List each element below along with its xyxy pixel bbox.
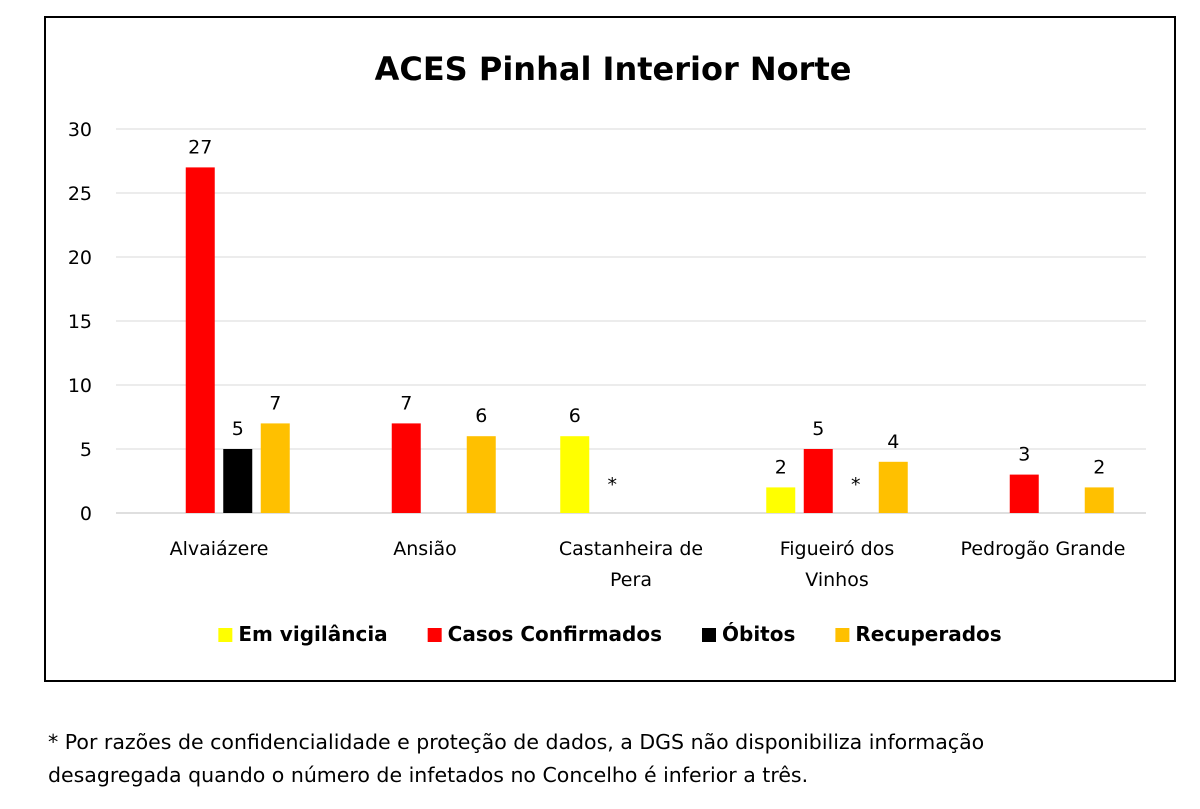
x-tick-label: Castanheira de xyxy=(559,538,703,560)
chart-title: ACES Pinhal Interior Norte xyxy=(375,50,852,88)
data-label: 7 xyxy=(269,392,281,414)
bar xyxy=(466,436,496,513)
y-tick-label: 15 xyxy=(68,311,92,333)
data-labels: 6 2 27 7 5 3 5 7 6 4 2 * * xyxy=(188,136,1105,496)
bar xyxy=(1009,474,1039,513)
legend-item: Em vigilância xyxy=(218,622,388,646)
x-axis: Alvaiázere Ansião Castanheira de Pera Figuei… xyxy=(170,538,1126,591)
bar xyxy=(560,436,590,513)
legend-swatch xyxy=(427,628,442,642)
bars xyxy=(185,167,1114,513)
legend-label: Em vigilância xyxy=(238,622,387,646)
data-label: 6 xyxy=(569,405,581,427)
x-tick-label: Alvaiázere xyxy=(170,538,269,560)
suppressed-value-marker: * xyxy=(851,474,861,496)
y-tick-label: 20 xyxy=(68,247,92,269)
y-axis: 0 5 10 15 20 25 30 xyxy=(68,119,92,525)
data-label: 5 xyxy=(232,418,244,440)
legend-item: Casos Confirmados xyxy=(427,622,662,646)
data-label: 6 xyxy=(475,405,487,427)
legend-swatch xyxy=(835,628,850,642)
y-tick-label: 25 xyxy=(68,183,92,205)
y-tick-label: 10 xyxy=(68,375,92,397)
footnote-line-2: desagregada quando o número de infetados… xyxy=(48,763,809,787)
legend-label: Casos Confirmados xyxy=(448,622,662,646)
x-tick-label: Ansião xyxy=(393,538,457,560)
data-label: 5 xyxy=(812,418,824,440)
bar xyxy=(185,167,215,513)
legend-swatch xyxy=(702,628,716,642)
footnote: * Por razões de confidencialidade e prot… xyxy=(48,726,1178,792)
bar-chart: ACES Pinhal Interior Norte 051015202530 … xyxy=(68,50,1146,646)
legend-label: Recuperados xyxy=(855,622,1001,646)
chart-frame: ACES Pinhal Interior Norte 0 5 10 15 20 25 30 … xyxy=(44,16,1176,682)
footnote-line-1: * Por razões de confidencialidade e prot… xyxy=(48,730,985,754)
data-label: 2 xyxy=(1093,456,1105,478)
bar xyxy=(803,449,833,513)
data-label: 4 xyxy=(887,431,899,453)
data-label: 7 xyxy=(400,392,412,414)
data-label: 3 xyxy=(1018,444,1030,466)
bar xyxy=(878,461,908,513)
x-tick-label: Vinhos xyxy=(805,569,868,591)
suppressed-value-marker: * xyxy=(608,474,618,496)
bar xyxy=(223,449,253,513)
y-tick-label: 30 xyxy=(68,119,92,141)
bar xyxy=(391,423,421,513)
data-label: 2 xyxy=(775,456,787,478)
y-tick-label: 0 xyxy=(80,503,92,525)
y-tick-label: 5 xyxy=(80,439,92,461)
bar xyxy=(766,487,796,513)
bar xyxy=(260,423,290,513)
bar xyxy=(1084,487,1114,513)
x-tick-label: Figueiró dos xyxy=(780,538,895,560)
data-label: 27 xyxy=(188,136,212,158)
x-tick-label: Pera xyxy=(610,569,652,591)
legend-label: Óbitos xyxy=(722,622,795,646)
legend-item: Recuperados xyxy=(835,622,1002,646)
legend: Em vigilância Casos Confirmados Óbitos Recu… xyxy=(218,622,1002,646)
x-tick-label: Pedrogão Grande xyxy=(961,538,1126,560)
legend-swatch xyxy=(218,628,233,642)
legend-item: Óbitos xyxy=(702,622,795,646)
